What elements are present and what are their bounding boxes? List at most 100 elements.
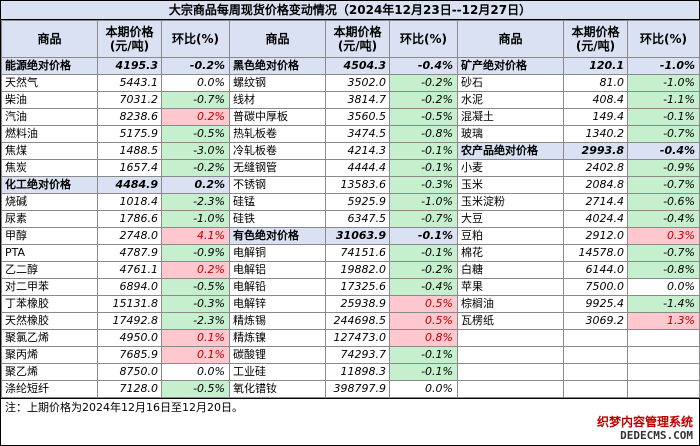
commodity-name: 冷轧板卷 <box>229 142 326 160</box>
commodity-change: 1.3% <box>627 312 700 330</box>
commodity-change: -1.4% <box>627 295 700 313</box>
table-row: 天然气 5443.1 0.0% 螺纹钢 3502.0 -0.2% 砂石 81.0 -1.0% <box>1 74 700 92</box>
commodity-name: 天然橡胶 <box>1 312 98 330</box>
commodity-price: 244698.5 <box>325 312 390 330</box>
table-row: 能源绝对价格 4195.3 -0.2% 黑色绝对价格 4504.3 -0.4% 矿产绝对价格… <box>1 57 700 75</box>
commodity-price <box>563 329 628 347</box>
commodity-name: 电解锌 <box>229 295 326 313</box>
commodity-price: 5925.9 <box>325 193 390 211</box>
commodity-name: 丁苯橡胶 <box>1 295 98 313</box>
commodity-change: -0.6% <box>627 193 700 211</box>
commodity-name: 螺纹钢 <box>229 74 326 92</box>
header-price: 本期价格(元/吨) <box>325 20 390 58</box>
table-row: 聚氯乙烯 4950.0 0.1% 精炼镍 127473.0 0.8% <box>1 329 700 347</box>
header-name: 商品 <box>457 20 564 58</box>
commodity-change <box>627 380 700 398</box>
commodity-price: 3474.5 <box>325 125 390 143</box>
table-row: 对二甲苯 6894.0 -0.5% 电解铅 17325.6 -0.4% 苹果 7500.0 0.… <box>1 278 700 296</box>
commodity-name: 水泥 <box>457 91 564 109</box>
commodity-change: -0.1% <box>627 108 700 126</box>
commodity-name: 聚丙烯 <box>1 346 98 364</box>
commodity-name: PTA <box>1 244 98 262</box>
commodity-price: 1786.6 <box>97 210 162 228</box>
table-row: 聚乙烯 8750.0 0.0% 工业硅 11898.3 -0.1% <box>1 363 700 381</box>
commodity-name: 柴油 <box>1 91 98 109</box>
commodity-price: 19882.0 <box>325 261 390 279</box>
table-row: 化工绝对价格 4484.9 0.2% 不锈钢 13583.6 -0.3% 玉米 2084.8-… <box>1 176 700 194</box>
header-name: 商品 <box>229 20 326 58</box>
commodity-price: 5175.9 <box>97 125 162 143</box>
commodity-price: 81.0 <box>563 74 628 92</box>
commodity-price: 6894.0 <box>97 278 162 296</box>
table-row: 柴油 7031.2 -0.7% 线材 3814.7 -0.2% 水泥 408.4 -1.1% <box>1 91 700 109</box>
commodity-name: 甲醇 <box>1 227 98 245</box>
commodity-price: 4444.4 <box>325 159 390 177</box>
commodity-price: 4504.3 <box>325 57 390 75</box>
commodity-price: 149.4 <box>563 108 628 126</box>
commodity-name: 混凝土 <box>457 108 564 126</box>
commodity-price: 3814.7 <box>325 91 390 109</box>
commodity-change: -0.2% <box>389 261 458 279</box>
commodity-price: 7500.0 <box>563 278 628 296</box>
commodity-change: -0.1% <box>389 227 458 245</box>
commodity-change: 0.1% <box>161 346 230 364</box>
commodity-name: 砂石 <box>457 74 564 92</box>
header-price: 本期价格(元/吨) <box>563 20 628 58</box>
header-change: 环比(%) <box>161 20 230 58</box>
commodity-name: 焦炭 <box>1 159 98 177</box>
commodity-price: 1488.5 <box>97 142 162 160</box>
price-table: 商品 本期价格(元/吨) 环比(%) 商品 本期价格(元/吨) 环比(%) 商品… <box>1 20 700 398</box>
commodity-name: 焦煤 <box>1 142 98 160</box>
commodity-price: 4950.0 <box>97 329 162 347</box>
table-row: 汽油 8238.6 0.2% 普碳中厚板 3560.5 -0.5% 混凝土 149.4 -0.1… <box>1 108 700 126</box>
commodity-price: 4484.9 <box>97 176 162 194</box>
commodity-change: -0.1% <box>389 363 458 381</box>
commodity-change <box>627 346 700 364</box>
commodity-name: 精炼锡 <box>229 312 326 330</box>
commodity-name: 小麦 <box>457 159 564 177</box>
commodity-change: -0.5% <box>389 108 458 126</box>
commodity-price: 4024.4 <box>563 210 628 228</box>
commodity-change: -0.4% <box>389 278 458 296</box>
report-title: 大宗商品每周现货价格变动情况（2024年12月23日--12月27日） <box>1 1 699 20</box>
commodity-change: 0.5% <box>389 312 458 330</box>
commodity-change: -0.2% <box>389 74 458 92</box>
commodity-name: 矿产绝对价格 <box>457 57 564 75</box>
commodity-price: 4195.3 <box>97 57 162 75</box>
commodity-name: 苹果 <box>457 278 564 296</box>
commodity-name: 硅锰 <box>229 193 326 211</box>
commodity-price: 398797.9 <box>325 380 390 398</box>
commodity-name: 聚氯乙烯 <box>1 329 98 347</box>
commodity-price: 1657.4 <box>97 159 162 177</box>
commodity-change: -0.1% <box>389 244 458 262</box>
header-change: 环比(%) <box>627 20 700 58</box>
commodity-price: 4787.9 <box>97 244 162 262</box>
commodity-name: 无缝钢管 <box>229 159 326 177</box>
commodity-name: 汽油 <box>1 108 98 126</box>
commodity-change: -0.2% <box>161 159 230 177</box>
commodity-change: 0.8% <box>389 329 458 347</box>
commodity-change: 0.1% <box>161 329 230 347</box>
commodity-name: 玉米淀粉 <box>457 193 564 211</box>
commodity-change: -0.7% <box>389 210 458 228</box>
table-row: 天然橡胶 17492.8 -2.3% 精炼锡 244698.5 0.5% 瓦楞纸 3069.2… <box>1 312 700 330</box>
commodity-name <box>457 329 564 347</box>
commodity-name <box>457 346 564 364</box>
commodity-name: 棉花 <box>457 244 564 262</box>
commodity-price <box>563 346 628 364</box>
commodity-price: 6347.5 <box>325 210 390 228</box>
commodity-change: -0.8% <box>627 261 700 279</box>
commodity-name: 豆粕 <box>457 227 564 245</box>
commodity-change: -0.1% <box>389 346 458 364</box>
commodity-change: 0.5% <box>389 295 458 313</box>
commodity-change: -0.3% <box>161 295 230 313</box>
commodity-name: 电解铜 <box>229 244 326 262</box>
commodity-name <box>457 363 564 381</box>
commodity-price: 31063.9 <box>325 227 390 245</box>
commodity-price: 13583.6 <box>325 176 390 194</box>
commodity-change: -1.0% <box>161 210 230 228</box>
commodity-price: 2402.8 <box>563 159 628 177</box>
commodity-price: 17492.8 <box>97 312 162 330</box>
watermark: 织梦内容管理系统 DEDECMS.COM <box>597 415 693 443</box>
commodity-price: 4214.3 <box>325 142 390 160</box>
